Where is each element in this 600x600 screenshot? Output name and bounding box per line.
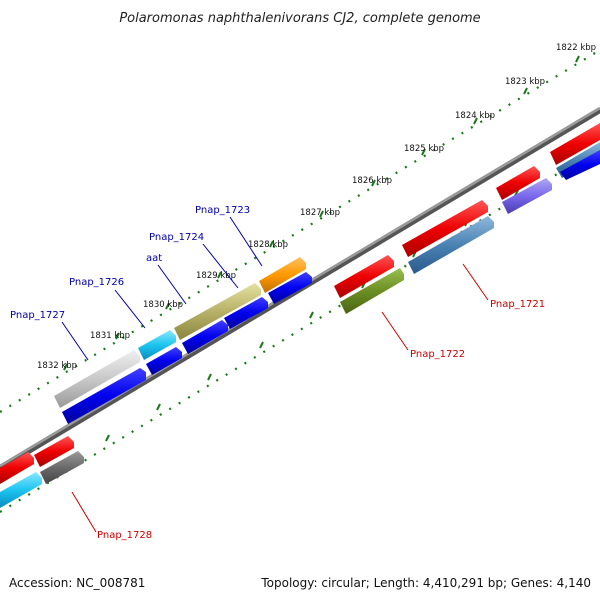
gene-feature[interactable] [550, 123, 600, 165]
gene-label[interactable]: Pnap_1727 [10, 310, 65, 321]
gene-feature[interactable] [40, 451, 84, 484]
ruler-tick-label: 1823 kbp [505, 77, 545, 87]
ruler-tick-label: 1827 kbp [300, 208, 340, 218]
ruler-upper [0, 49, 600, 413]
ruler-tick-label: 1828 kbp [248, 240, 288, 250]
accession-text: Accession: NC_008781 [9, 576, 145, 590]
gene-label[interactable]: Pnap_1724 [149, 232, 204, 243]
ruler-tick-label: 1826 kbp [352, 176, 392, 186]
ruler-tick [217, 271, 222, 279]
gene-feature[interactable] [560, 150, 600, 180]
ruler-tick-label: 1830 kbp [143, 300, 183, 310]
ruler-tick [575, 55, 580, 63]
ruler-tick [165, 302, 170, 310]
ruler-tick-label: 1831 kbp [90, 331, 130, 341]
ruler-tick-label: 1822 kbp [556, 43, 596, 53]
gene-feature[interactable] [182, 320, 228, 354]
ruler-tick [319, 210, 324, 218]
gene-label[interactable]: Pnap_1722 [410, 349, 465, 360]
gene-feature[interactable] [334, 255, 394, 298]
gene-feature[interactable] [146, 347, 182, 375]
label-leaders-upper [61, 216, 263, 361]
gene-label[interactable]: Pnap_1728 [97, 530, 152, 541]
ruler-tick [115, 332, 120, 340]
gene-label[interactable]: Pnap_1721 [490, 299, 545, 310]
genome-summary-text: Topology: circular; Length: 4,410,291 bp… [260, 576, 591, 590]
ruler-tick [371, 179, 376, 187]
gene-feature[interactable] [259, 257, 306, 293]
ruler-tick [269, 240, 274, 248]
gene-feature[interactable] [496, 166, 540, 200]
gene-feature[interactable] [54, 350, 140, 408]
ruler-ticks: 1822 kbp 1823 kbp 1824 kbp 1825 kbp 1826… [37, 43, 596, 371]
gene-feature[interactable] [408, 216, 494, 274]
gene-features [0, 123, 600, 508]
gene-feature[interactable] [224, 297, 268, 329]
gene-feature[interactable] [138, 330, 176, 360]
gene-label[interactable]: Pnap_1723 [195, 205, 250, 216]
gene-feature[interactable] [174, 283, 261, 340]
gene-label[interactable]: aat [146, 253, 162, 264]
ruler-tick [63, 363, 68, 371]
ruler-tick [523, 87, 528, 95]
ruler-tick-label: 1832 kbp [37, 361, 77, 371]
ruler-tick [421, 148, 426, 156]
gene-feature[interactable] [502, 178, 552, 214]
gene-label[interactable]: Pnap_1726 [69, 277, 124, 288]
ruler-tick-label: 1824 kbp [455, 111, 495, 121]
gene-feature[interactable] [0, 452, 34, 484]
map-title: Polaromonas naphthalenivorans CJ2, compl… [119, 11, 480, 26]
label-leaders-lower [71, 263, 489, 533]
gene-feature[interactable] [268, 272, 312, 304]
ruler-tick-label: 1829 kbp [196, 271, 236, 281]
ruler-tick-label: 1825 kbp [404, 144, 444, 154]
gene-feature[interactable] [402, 200, 488, 257]
gene-feature[interactable] [34, 436, 74, 467]
gene-feature[interactable] [62, 368, 146, 424]
gene-feature[interactable] [0, 472, 42, 508]
ruler-tick [473, 117, 478, 125]
ruler-lower [0, 147, 600, 513]
gene-feature[interactable] [340, 268, 404, 314]
